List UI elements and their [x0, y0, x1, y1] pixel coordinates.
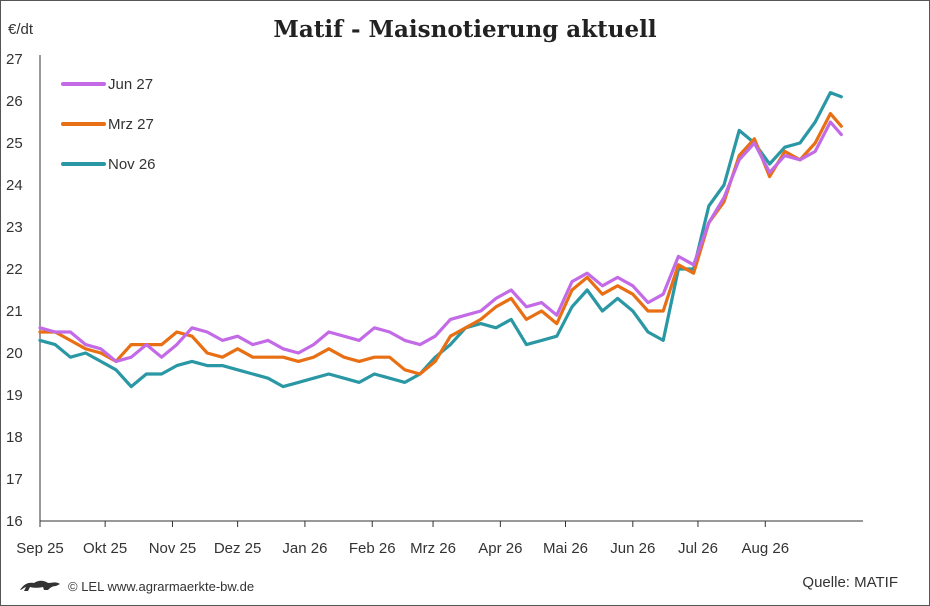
y-tick-label: 25: [6, 135, 23, 152]
y-tick-label: 20: [6, 345, 23, 362]
y-tick-label: 26: [6, 93, 23, 110]
y-tick-label: 21: [6, 303, 23, 320]
x-tick-label: Nov 25: [149, 540, 197, 557]
x-tick-label: Okt 25: [83, 540, 127, 557]
y-tick-label: 18: [6, 429, 23, 446]
footer-credit: © LEL www.agrarmaerkte-bw.de: [18, 578, 254, 594]
x-tick-label: Feb 26: [349, 540, 396, 557]
y-tick-label: 22: [6, 261, 23, 278]
x-tick-label: Aug 26: [742, 540, 790, 557]
source-label: Quelle: MATIF: [802, 574, 898, 591]
series-line-mrz-27: [38, 112, 843, 376]
series-line-nov-26: [38, 91, 843, 389]
y-tick-label: 17: [6, 471, 23, 488]
series-line-jun-27: [38, 120, 843, 363]
x-tick-label: Dez 25: [214, 540, 262, 557]
credit-text: © LEL www.agrarmaerkte-bw.de: [68, 578, 255, 594]
chart-title: Matif - Maisnotierung aktuell: [273, 16, 657, 43]
x-tick-label: Mrz 26: [410, 540, 456, 557]
legend-label: Jun 27: [108, 76, 153, 93]
x-tick-label: Jun 26: [610, 540, 655, 557]
x-tick-label: Jul 26: [678, 540, 718, 557]
y-tick-label: 19: [6, 387, 23, 404]
x-tick-label: Apr 26: [478, 540, 522, 557]
y-tick-label: 16: [6, 513, 23, 530]
x-tick-label: Sep 25: [16, 540, 64, 557]
lion-logo-icon: [20, 580, 60, 591]
y-axis-unit: €/dt: [8, 21, 34, 38]
y-tick-label: 24: [6, 177, 23, 194]
y-tick-label: 27: [6, 51, 23, 68]
legend-label: Mrz 27: [108, 116, 154, 133]
x-tick-label: Jan 26: [282, 540, 327, 557]
legend-label: Nov 26: [108, 156, 156, 173]
y-tick-label: 23: [6, 219, 23, 236]
x-tick-label: Mai 26: [543, 540, 588, 557]
